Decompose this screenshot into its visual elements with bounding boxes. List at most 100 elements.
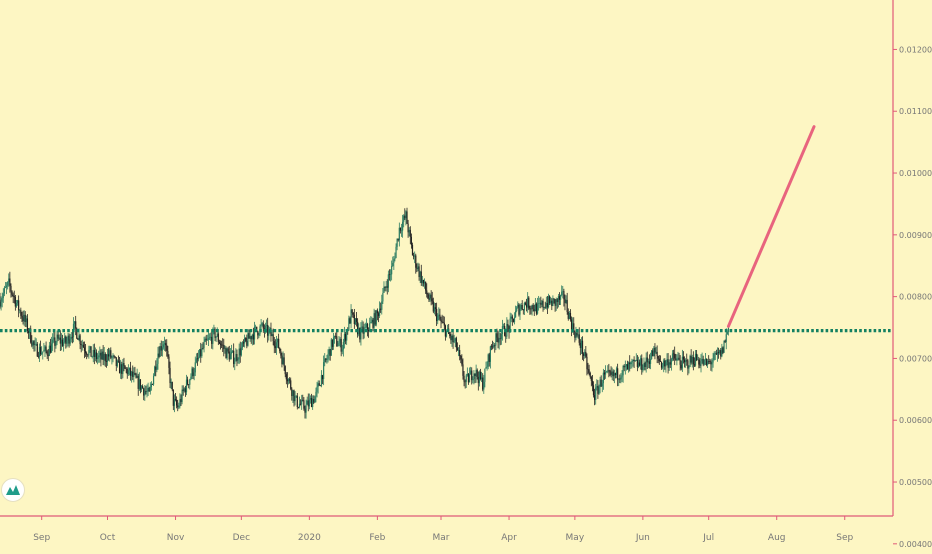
candle-body <box>481 377 483 380</box>
candle-body <box>602 372 604 384</box>
tradingview-logo[interactable] <box>1 478 25 502</box>
candle <box>546 295 549 314</box>
candle-body <box>432 301 434 312</box>
candle <box>688 365 690 374</box>
candle-body <box>724 340 726 342</box>
candle-body <box>149 387 151 392</box>
candle <box>201 343 203 358</box>
candle-body <box>36 343 38 357</box>
candle-body <box>538 303 540 304</box>
candle <box>77 337 79 340</box>
candle-body <box>380 308 382 310</box>
candle-body <box>368 330 370 332</box>
candle-body <box>13 296 15 298</box>
time-axis[interactable]: Sep Oct Nov Dec 2020 Feb Mar Apr May Jun Jul Aug Sep <box>33 516 853 543</box>
candle <box>289 377 291 384</box>
candle-body <box>498 338 500 343</box>
candle-body <box>399 227 402 231</box>
candle <box>580 337 583 355</box>
projection-line[interactable] <box>726 125 816 328</box>
candle <box>608 363 610 378</box>
candle-body <box>501 326 504 335</box>
candle <box>156 358 158 373</box>
candle-body <box>670 359 672 365</box>
candle-body <box>182 389 184 392</box>
candle-body <box>716 352 719 355</box>
candle <box>712 352 714 368</box>
candle <box>22 310 24 325</box>
candle-body <box>34 343 36 345</box>
candle-body <box>157 353 159 364</box>
candle-body <box>183 388 185 392</box>
candle-body <box>348 318 350 331</box>
candle-body <box>109 350 111 357</box>
candle-body <box>696 353 698 361</box>
candle <box>488 352 490 367</box>
candle <box>569 309 572 322</box>
candle <box>387 270 389 293</box>
candle <box>557 294 559 308</box>
candle-body <box>78 335 80 340</box>
candle <box>9 271 11 293</box>
candle <box>542 298 544 312</box>
candle <box>26 314 29 334</box>
candle <box>205 334 207 345</box>
candle-body <box>297 407 299 408</box>
candle-body <box>460 356 462 360</box>
candle-body <box>499 338 501 340</box>
candle-body <box>25 318 27 322</box>
candle <box>470 366 472 375</box>
candle-body <box>407 223 409 233</box>
candle <box>588 364 590 376</box>
candle <box>186 376 189 386</box>
candle <box>544 301 546 309</box>
candle-body <box>21 315 23 318</box>
candle-body <box>723 340 725 353</box>
candle <box>463 371 465 387</box>
candle <box>335 332 337 339</box>
candle <box>624 360 626 375</box>
time-tick-label: Oct <box>100 533 116 543</box>
candle <box>421 275 423 287</box>
candle-body <box>478 371 481 384</box>
candle <box>524 301 527 306</box>
candle <box>529 305 531 315</box>
candle-body <box>97 357 99 359</box>
candle <box>86 351 88 360</box>
candle <box>199 348 201 359</box>
candle-body <box>264 325 267 332</box>
candle-body <box>381 301 383 310</box>
candle <box>160 340 162 357</box>
candle-body <box>583 353 585 356</box>
candle <box>323 355 325 386</box>
candle <box>176 396 178 409</box>
candle <box>444 324 447 341</box>
candle-body <box>93 349 95 357</box>
candle <box>138 372 140 391</box>
candle <box>150 381 152 391</box>
candle-body <box>102 351 104 360</box>
candle-body <box>642 369 644 371</box>
candle-body <box>520 305 522 309</box>
candle <box>273 337 275 354</box>
candle-body <box>665 362 667 367</box>
candle <box>511 314 513 326</box>
candle <box>410 233 412 249</box>
candle-body <box>692 356 694 365</box>
candle-body <box>70 336 72 340</box>
candle <box>664 358 666 370</box>
candle <box>687 358 689 376</box>
candle <box>625 363 628 371</box>
candle <box>54 332 56 353</box>
candle-body <box>505 335 507 337</box>
candle <box>660 361 663 370</box>
candle <box>449 331 451 339</box>
candle <box>610 366 612 378</box>
candle-body <box>671 353 674 360</box>
candle-body <box>703 359 705 365</box>
candle-body <box>512 318 515 323</box>
